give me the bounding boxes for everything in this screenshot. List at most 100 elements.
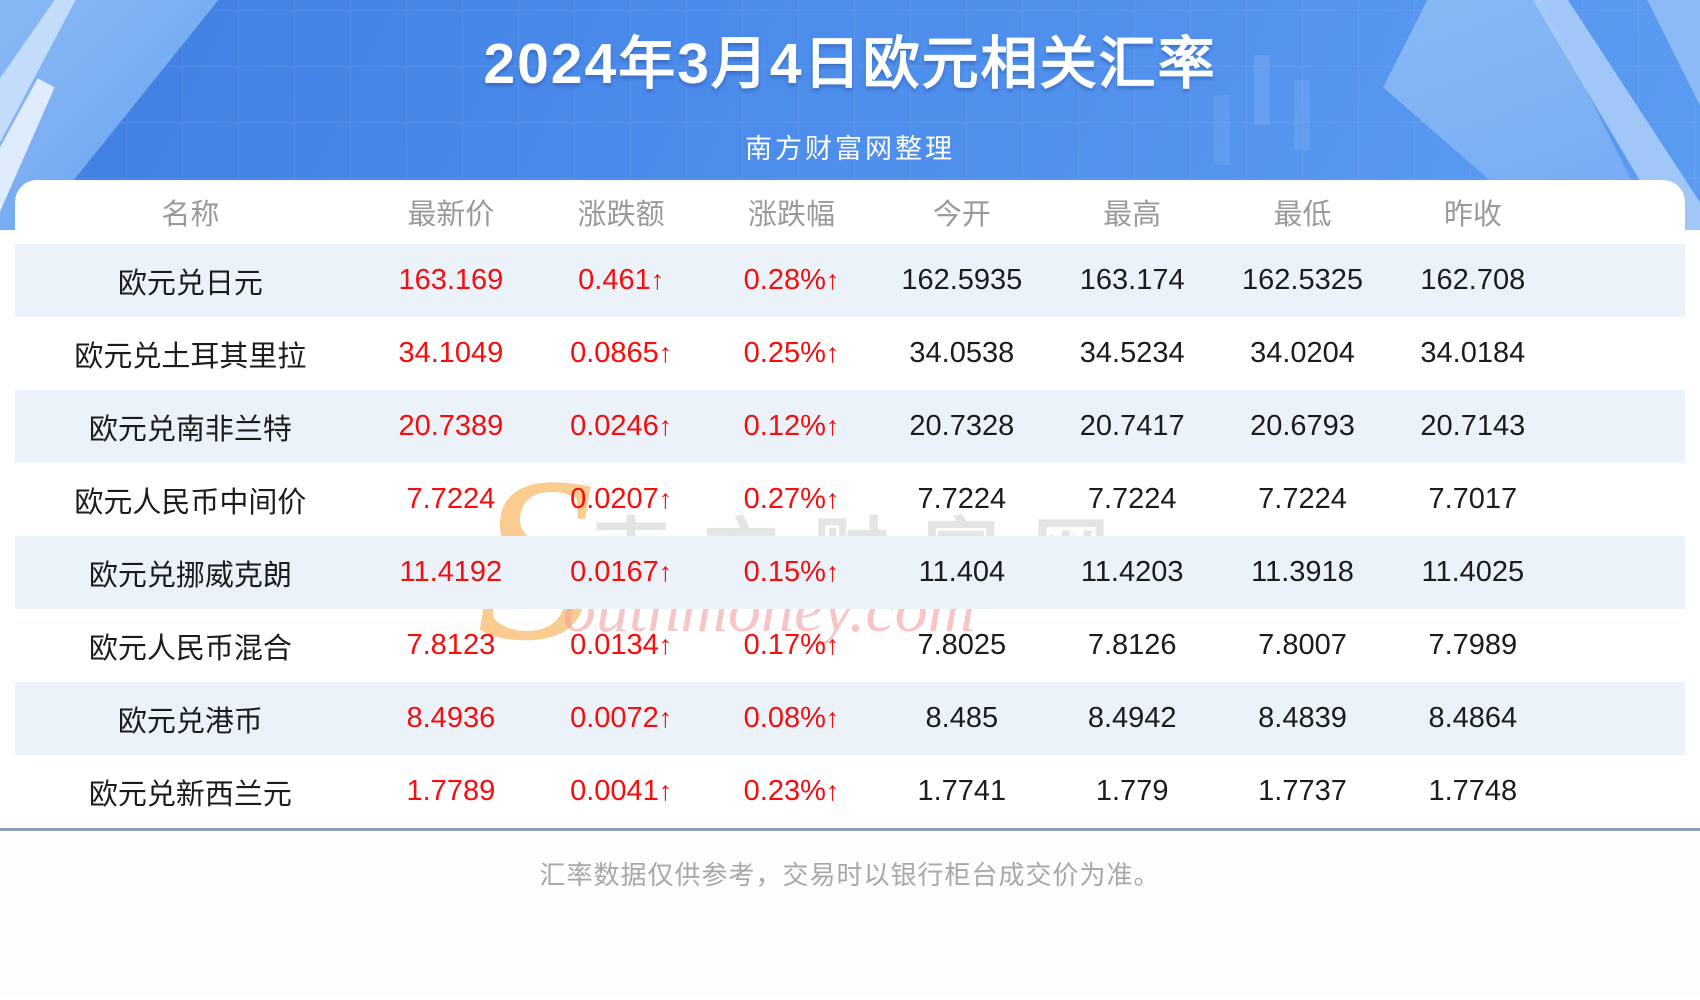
cell-prev-close-value: 20.7143 <box>1420 410 1526 442</box>
spacer-cell <box>1558 463 1685 536</box>
cell-change-amount-value: 0.0134 <box>570 629 659 661</box>
page-title: 2024年3月4日欧元相关汇率 <box>483 32 1217 96</box>
cell-change-percent: 0.25%↑ <box>706 317 876 390</box>
cell-latest-price-value: 34.1049 <box>398 337 504 369</box>
cell-high-value: 7.8126 <box>1087 629 1177 661</box>
cell-change-amount-value: 0.0072 <box>570 702 659 734</box>
cell-high: 7.7224 <box>1047 463 1217 536</box>
up-arrow-icon: ↑ <box>825 265 840 295</box>
up-arrow-icon: ↑ <box>658 703 673 733</box>
cell-name: 欧元兑南非兰特 <box>15 390 366 463</box>
cell-low-value: 1.7737 <box>1258 775 1347 807</box>
cell-open-value: 1.7741 <box>917 775 1007 807</box>
footer-bar: 汇率数据仅供参考，交易时以银行柜台成交价为准。 <box>0 828 1700 997</box>
spacer-cell <box>1558 244 1685 317</box>
up-arrow-icon: ↑ <box>658 484 673 514</box>
cell-high: 11.4203 <box>1047 536 1217 609</box>
cell-low: 162.5325 <box>1217 244 1387 317</box>
table-row: 欧元兑日元 163.169 0.461↑ 0.28%↑ 162.5935 163.174 1… <box>15 244 1685 317</box>
cell-prev-close: 34.0184 <box>1388 317 1558 390</box>
cell-low: 7.8007 <box>1217 609 1387 682</box>
cell-prev-close: 11.4025 <box>1388 536 1558 609</box>
cell-prev-close: 8.4864 <box>1388 682 1558 755</box>
cell-open: 8.485 <box>877 682 1047 755</box>
cell-change-percent: 0.23%↑ <box>706 755 876 828</box>
cell-name-value: 欧元兑挪威克朗 <box>88 559 292 592</box>
cell-name: 欧元人民币混合 <box>15 609 366 682</box>
cell-open: 20.7328 <box>877 390 1047 463</box>
table-body: 欧元兑日元 163.169 0.461↑ 0.28%↑ 162.5935 163.174 1… <box>15 244 1685 828</box>
cell-change-percent: 0.17%↑ <box>706 609 876 682</box>
cell-open-value: 20.7328 <box>909 410 1015 442</box>
table-row: 欧元人民币中间价 7.7224 0.0207↑ 0.27%↑ 7.7224 7.7224 7… <box>15 463 1685 536</box>
cell-high-value: 163.174 <box>1079 264 1185 296</box>
cell-open: 7.7224 <box>877 463 1047 536</box>
cell-low: 20.6793 <box>1217 390 1387 463</box>
cell-high: 20.7417 <box>1047 390 1217 463</box>
cell-low-value: 20.6793 <box>1250 410 1355 442</box>
cell-open: 7.8025 <box>877 609 1047 682</box>
exchange-rates-table: 名称 最新价 涨跌额 涨跌幅 今开 最高 最低 昨收 欧元兑日元 163.169 0.461↑ 0.… <box>15 180 1685 828</box>
cell-high-value: 1.779 <box>1095 775 1169 807</box>
cell-open-value: 162.5935 <box>901 264 1023 296</box>
header-change-percent: 涨跌幅 <box>748 199 836 231</box>
cell-change-percent: 0.15%↑ <box>706 536 876 609</box>
cell-name-value: 欧元兑南非兰特 <box>88 413 292 446</box>
cell-low-value: 162.5325 <box>1242 264 1363 296</box>
up-arrow-icon: ↑ <box>825 703 840 733</box>
cell-prev-close: 20.7143 <box>1388 390 1558 463</box>
cell-latest-price-value: 20.7389 <box>398 410 504 442</box>
hero-banner: 2024年3月4日欧元相关汇率 南方财富网整理 <box>0 0 1700 230</box>
cell-low-value: 7.7224 <box>1258 483 1347 515</box>
cell-latest-price-value: 163.169 <box>398 264 504 296</box>
cell-change-percent: 0.28%↑ <box>706 244 876 317</box>
cell-low-value: 11.3918 <box>1251 556 1354 588</box>
cell-change-amount-value: 0.0041 <box>570 775 659 807</box>
cell-high-value: 11.4203 <box>1080 556 1184 588</box>
cell-high: 8.4942 <box>1047 682 1217 755</box>
cell-low: 11.3918 <box>1217 536 1387 609</box>
header-change-amount: 涨跌额 <box>577 199 665 231</box>
cell-name: 欧元兑土耳其里拉 <box>15 317 366 390</box>
spacer-cell <box>1558 609 1685 682</box>
cell-change-amount: 0.0072↑ <box>536 682 706 755</box>
cell-prev-close-value: 34.0184 <box>1420 337 1526 369</box>
up-arrow-icon: ↑ <box>658 557 673 587</box>
cell-prev-close-value: 1.7748 <box>1428 775 1518 807</box>
cell-latest-price: 1.7789 <box>366 755 536 828</box>
header-name: 名称 <box>161 199 220 231</box>
cell-open-value: 11.404 <box>918 556 1006 588</box>
cell-high: 7.8126 <box>1047 609 1217 682</box>
header-open: 今开 <box>932 199 991 231</box>
up-arrow-icon: ↑ <box>658 338 673 368</box>
cell-latest-price-value: 7.7224 <box>406 483 496 515</box>
cell-change-percent: 0.27%↑ <box>706 463 876 536</box>
cell-change-percent-value: 0.08% <box>743 702 826 734</box>
cell-low: 8.4839 <box>1217 682 1387 755</box>
cell-change-amount: 0.0134↑ <box>536 609 706 682</box>
table-header-row: 名称 最新价 涨跌额 涨跌幅 今开 最高 最低 昨收 <box>15 180 1685 244</box>
cell-latest-price: 7.7224 <box>366 463 536 536</box>
cell-name-value: 欧元人民币混合 <box>88 632 292 665</box>
up-arrow-icon: ↑ <box>825 630 840 660</box>
spacer-cell <box>1558 536 1685 609</box>
table-row: 欧元兑港币 8.4936 0.0072↑ 0.08%↑ 8.485 8.4942 8.483… <box>15 682 1685 755</box>
cell-change-amount: 0.0207↑ <box>536 463 706 536</box>
up-arrow-icon: ↑ <box>658 411 673 441</box>
header-high: 最高 <box>1103 199 1162 231</box>
table-row: 欧元人民币混合 7.8123 0.0134↑ 0.17%↑ 7.8025 7.8126 7.… <box>15 609 1685 682</box>
cell-name-value: 欧元兑新西兰元 <box>88 778 292 811</box>
cell-open: 1.7741 <box>877 755 1047 828</box>
cell-latest-price-value: 11.4192 <box>399 556 503 588</box>
footer-disclaimer: 汇率数据仅供参考，交易时以银行柜台成交价为准。 <box>539 860 1161 890</box>
rates-card: S 南方财富网 outhmoney.com 名称 最新价 涨跌额 涨跌幅 今开 最高 最低昨… <box>15 180 1685 828</box>
cell-name: 欧元兑港币 <box>15 682 366 755</box>
cell-name: 欧元兑日元 <box>15 244 366 317</box>
up-arrow-icon: ↑ <box>650 265 665 295</box>
cell-change-percent-value: 0.15% <box>743 556 826 588</box>
spacer-cell <box>1558 682 1685 755</box>
cell-change-percent-value: 0.17% <box>743 629 826 661</box>
cell-low: 1.7737 <box>1217 755 1387 828</box>
cell-name-value: 欧元兑日元 <box>117 267 263 300</box>
cell-latest-price: 7.8123 <box>366 609 536 682</box>
